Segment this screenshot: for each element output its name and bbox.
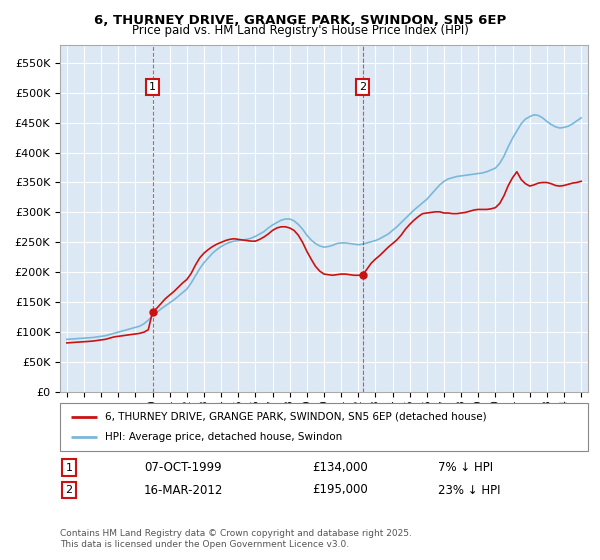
Text: £195,000: £195,000 [312,483,368,497]
Text: HPI: Average price, detached house, Swindon: HPI: Average price, detached house, Swin… [105,432,342,442]
Text: £134,000: £134,000 [312,461,368,474]
Text: Contains HM Land Registry data © Crown copyright and database right 2025.
This d: Contains HM Land Registry data © Crown c… [60,529,412,549]
Text: 6, THURNEY DRIVE, GRANGE PARK, SWINDON, SN5 6EP: 6, THURNEY DRIVE, GRANGE PARK, SWINDON, … [94,14,506,27]
Text: Price paid vs. HM Land Registry's House Price Index (HPI): Price paid vs. HM Land Registry's House … [131,24,469,36]
Text: 6, THURNEY DRIVE, GRANGE PARK, SWINDON, SN5 6EP (detached house): 6, THURNEY DRIVE, GRANGE PARK, SWINDON, … [105,412,487,422]
Text: 1: 1 [149,82,156,92]
Text: 1: 1 [65,463,73,473]
Text: 2: 2 [359,82,366,92]
Text: 07-OCT-1999: 07-OCT-1999 [144,461,221,474]
Text: 7% ↓ HPI: 7% ↓ HPI [438,461,493,474]
Text: 16-MAR-2012: 16-MAR-2012 [144,483,223,497]
Text: 2: 2 [65,485,73,495]
Text: 23% ↓ HPI: 23% ↓ HPI [438,483,500,497]
